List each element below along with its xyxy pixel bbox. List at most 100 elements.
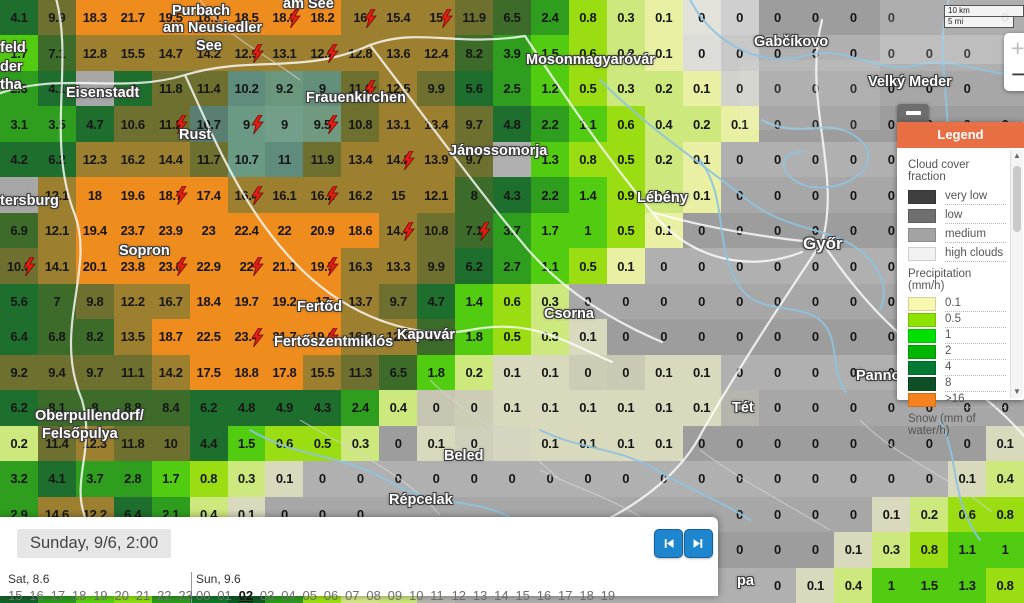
hour-item[interactable]: 21	[135, 588, 151, 603]
grid-cell: 0	[303, 461, 342, 497]
hour-item[interactable]: 23	[178, 588, 193, 603]
grid-cell: 0	[417, 390, 456, 426]
grid-cell: 12.3	[75, 141, 114, 178]
cell-value: 9.2	[275, 81, 294, 97]
cell-value: 1.3	[958, 577, 976, 593]
hour-item[interactable]: 10	[408, 588, 424, 603]
legend-item-label: low	[945, 208, 1006, 224]
hour-item[interactable]: 03	[259, 588, 275, 603]
grid-cell: 0	[720, 496, 759, 533]
cell-value: 16.4	[234, 187, 259, 203]
hour-item[interactable]: 16	[29, 588, 44, 603]
hour-item-selected[interactable]: 02	[238, 588, 254, 603]
cell-value: 4.8	[237, 400, 256, 416]
grid-cell: 12.9	[227, 35, 266, 71]
cell-value: 0.1	[503, 400, 521, 416]
scroll-down-icon[interactable]: ▼	[1013, 387, 1021, 396]
cell-value: 0.1	[655, 364, 673, 380]
hour-item[interactable]: 19	[93, 588, 108, 603]
hour-item[interactable]: 04	[281, 588, 296, 603]
cell-value: 4.3	[503, 187, 521, 203]
hour-item[interactable]: 22	[157, 588, 172, 603]
hour-item[interactable]: 09	[387, 588, 403, 603]
cell-value: 0.1	[617, 435, 635, 451]
grid-cell: 10.7	[227, 141, 266, 178]
cell-value: 4.1	[48, 81, 66, 97]
skip-previous-button[interactable]	[654, 529, 683, 558]
hour-item[interactable]: 01	[217, 588, 232, 603]
hour-item[interactable]: 15	[8, 588, 23, 603]
hour-item[interactable]: 11	[430, 588, 444, 603]
grid-cell: 23.4	[227, 319, 266, 355]
cell-value: 0	[774, 258, 781, 274]
cell-value: 6.8	[48, 329, 66, 345]
hour-item[interactable]: 00	[196, 588, 211, 603]
grid-cell: 12.5	[379, 70, 418, 107]
skip-next-button[interactable]	[684, 529, 713, 558]
hour-item[interactable]: 20	[114, 588, 129, 603]
grid-cell: 9	[303, 70, 342, 107]
hour-item[interactable]: 13	[472, 588, 488, 603]
zoom-out-button[interactable]: −	[1011, 59, 1024, 89]
hour-item[interactable]: 08	[366, 588, 381, 603]
grid-cell: 0	[682, 248, 721, 284]
day-divider	[191, 572, 192, 603]
grid-cell: 0.1	[530, 354, 569, 391]
legend-scrollbar[interactable]: ▲ ▼	[1010, 150, 1023, 398]
grid-cell: 12.8	[75, 35, 114, 71]
scrollbar-thumb[interactable]	[1013, 166, 1021, 232]
grid-cell: 13.6	[379, 35, 418, 71]
hour-item[interactable]: 18	[71, 588, 87, 603]
cell-value: 0.5	[503, 329, 521, 345]
cell-value: 11.3	[348, 364, 373, 380]
grid-cell: 4	[113, 70, 152, 107]
zoom-in-button[interactable]: +	[1011, 35, 1024, 61]
grid-cell: 1.1	[530, 248, 569, 284]
timeline-day-group: Sun, 9.6 00 01 02 03 04 05 06 07 08 09 10 11 12 13 14 15…	[196, 572, 622, 603]
cell-value: 0.1	[693, 152, 711, 168]
cell-value: 13.4	[424, 116, 449, 132]
cell-value: 9.7	[465, 116, 483, 132]
cell-value: 0.3	[237, 471, 256, 487]
hour-item[interactable]: 14	[494, 588, 509, 603]
cell-value: 9.7	[389, 293, 407, 309]
grid-cell: 17.8	[265, 354, 304, 391]
hour-item[interactable]: 05	[302, 588, 317, 603]
grid-cell: 22.9	[189, 248, 228, 284]
cell-value: 11	[277, 152, 292, 168]
hour-item[interactable]: 18	[579, 588, 594, 603]
grid-cell: 8.2	[455, 35, 494, 71]
hour-item[interactable]: 07	[345, 588, 360, 603]
hour-item[interactable]: 17	[50, 588, 66, 603]
grid-cell: 0.2	[644, 141, 683, 178]
grid-cell: 0.5	[568, 70, 607, 107]
grid-cell: 11.9	[455, 0, 494, 36]
cell-value: 0	[849, 10, 857, 26]
grid-cell: 0	[796, 319, 835, 355]
hour-item[interactable]: 17	[558, 588, 573, 603]
hour-item[interactable]: 15	[515, 588, 530, 603]
cell-value: 4.2	[10, 152, 28, 168]
hour-item[interactable]: 16	[536, 588, 552, 603]
hour-item[interactable]: 19	[600, 588, 616, 603]
grid-cell: 0	[948, 35, 987, 71]
legend-swatch	[908, 189, 936, 204]
grid-cell: 11.7	[189, 141, 228, 178]
cell-value: 1.4	[465, 293, 483, 309]
legend-minimize-button[interactable]	[897, 104, 929, 123]
grid-cell: 0	[834, 496, 873, 533]
hour-item[interactable]: 12	[451, 588, 467, 603]
hour-item[interactable]: 06	[323, 588, 339, 603]
cell-value: 21.7	[120, 10, 145, 26]
grid-cell: 0.2	[455, 354, 494, 391]
cell-value: 0	[736, 81, 744, 97]
grid-cell: 0.1	[720, 106, 759, 142]
skip-next-icon	[693, 539, 703, 548]
cell-value: 19.5	[310, 258, 335, 274]
scroll-up-icon[interactable]: ▲	[1013, 151, 1021, 160]
cell-value: 0	[887, 10, 895, 26]
grid-cell: 0.1	[682, 390, 721, 426]
cell-value: 0.1	[617, 400, 635, 416]
grid-cell: 0.5	[606, 141, 645, 178]
